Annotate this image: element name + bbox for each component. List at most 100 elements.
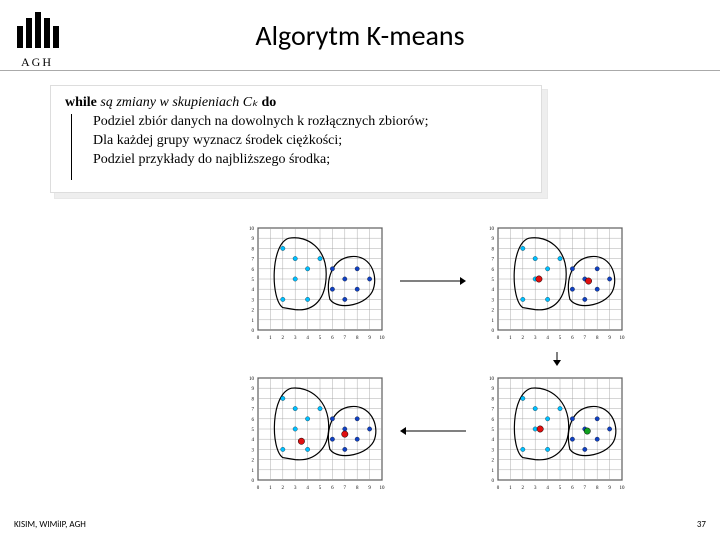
- svg-text:1: 1: [509, 336, 512, 341]
- svg-text:8: 8: [596, 336, 599, 341]
- svg-text:3: 3: [534, 336, 537, 341]
- svg-text:6: 6: [492, 268, 495, 273]
- svg-text:7: 7: [344, 336, 347, 341]
- svg-text:0: 0: [497, 486, 500, 491]
- svg-text:2: 2: [522, 486, 525, 491]
- svg-text:0: 0: [257, 336, 260, 341]
- svg-text:1: 1: [492, 319, 495, 324]
- svg-text:5: 5: [252, 428, 255, 433]
- svg-text:4: 4: [306, 486, 309, 491]
- svg-text:7: 7: [492, 408, 495, 413]
- svg-text:2: 2: [522, 336, 525, 341]
- algorithm-block: while są zmiany w skupieniach Cₖ do Podz…: [50, 85, 542, 193]
- svg-text:0: 0: [492, 479, 495, 484]
- svg-text:1: 1: [252, 319, 255, 324]
- arrow-b-to-c: [550, 350, 564, 368]
- svg-text:8: 8: [252, 397, 255, 402]
- svg-text:6: 6: [252, 268, 255, 273]
- svg-text:1: 1: [269, 486, 272, 491]
- svg-text:7: 7: [492, 258, 495, 263]
- svg-text:3: 3: [294, 336, 297, 341]
- page-number: 37: [697, 519, 706, 530]
- panel-b: 001122334455667788991010: [480, 224, 626, 344]
- svg-text:8: 8: [252, 247, 255, 252]
- svg-text:8: 8: [356, 336, 359, 341]
- svg-text:2: 2: [252, 309, 255, 314]
- svg-text:9: 9: [252, 237, 255, 242]
- svg-text:6: 6: [331, 486, 334, 491]
- svg-text:6: 6: [492, 418, 495, 423]
- svg-text:7: 7: [252, 258, 255, 263]
- svg-text:9: 9: [368, 486, 371, 491]
- svg-text:8: 8: [596, 486, 599, 491]
- svg-text:4: 4: [546, 486, 549, 491]
- title-divider: [0, 70, 720, 71]
- svg-text:5: 5: [252, 278, 255, 283]
- svg-text:10: 10: [489, 227, 495, 232]
- do-keyword: do: [262, 95, 277, 110]
- svg-text:0: 0: [257, 486, 260, 491]
- svg-text:4: 4: [252, 288, 255, 293]
- svg-text:2: 2: [492, 309, 495, 314]
- svg-text:1: 1: [252, 469, 255, 474]
- svg-text:5: 5: [559, 336, 562, 341]
- agh-logo-text: AGH: [12, 55, 62, 70]
- svg-text:10: 10: [380, 486, 386, 491]
- svg-text:5: 5: [492, 428, 495, 433]
- panel-c: 001122334455667788991010: [480, 374, 626, 494]
- svg-text:7: 7: [344, 486, 347, 491]
- arrow-c-to-d: [398, 424, 468, 438]
- svg-text:6: 6: [571, 336, 574, 341]
- svg-text:5: 5: [319, 336, 322, 341]
- svg-text:2: 2: [492, 459, 495, 464]
- svg-text:3: 3: [534, 486, 537, 491]
- svg-text:9: 9: [608, 486, 611, 491]
- svg-text:3: 3: [252, 448, 255, 453]
- svg-text:8: 8: [492, 247, 495, 252]
- algo-line-2: Dla każdej grupy wyznacz środek ciężkośc…: [93, 132, 527, 151]
- algo-line-1: Podziel zbiór danych na dowolnych k rozł…: [93, 113, 527, 132]
- svg-text:7: 7: [252, 408, 255, 413]
- svg-text:0: 0: [252, 479, 255, 484]
- svg-text:6: 6: [571, 486, 574, 491]
- svg-text:4: 4: [546, 336, 549, 341]
- svg-text:9: 9: [608, 336, 611, 341]
- svg-text:7: 7: [584, 336, 587, 341]
- panel-a: 00 1 1 2 2 3 3 4 4 5 5 6 6 7 7 8 8 9 9 10 10: [240, 224, 386, 344]
- kmeans-figure: 001122334455667788991010 001122334455667…: [0, 224, 720, 504]
- svg-text:0: 0: [497, 336, 500, 341]
- svg-text:4: 4: [492, 288, 495, 293]
- svg-text:0: 0: [252, 329, 255, 334]
- svg-text:9: 9: [252, 387, 255, 392]
- svg-text:10: 10: [380, 336, 386, 341]
- svg-text:3: 3: [492, 448, 495, 453]
- svg-text:3: 3: [252, 298, 255, 303]
- panel-d: 001122334455667788991010: [240, 374, 386, 494]
- svg-text:4: 4: [252, 438, 255, 443]
- svg-text:2: 2: [252, 459, 255, 464]
- svg-text:4: 4: [492, 438, 495, 443]
- svg-text:10: 10: [620, 336, 626, 341]
- while-keyword: while: [65, 95, 97, 110]
- algo-line-3: Podziel przykłady do najbliższego środka…: [93, 151, 527, 170]
- svg-text:8: 8: [492, 397, 495, 402]
- svg-text:6: 6: [331, 336, 334, 341]
- svg-text:9: 9: [492, 387, 495, 392]
- svg-text:9: 9: [368, 336, 371, 341]
- svg-text:9: 9: [492, 237, 495, 242]
- svg-text:1: 1: [492, 469, 495, 474]
- svg-text:1: 1: [509, 486, 512, 491]
- svg-text:2: 2: [282, 336, 285, 341]
- svg-text:10: 10: [249, 227, 255, 232]
- svg-text:1: 1: [269, 336, 272, 341]
- svg-text:4: 4: [306, 336, 309, 341]
- svg-text:10: 10: [249, 377, 255, 382]
- svg-text:8: 8: [356, 486, 359, 491]
- arrow-a-to-b: [398, 274, 468, 288]
- svg-text:3: 3: [294, 486, 297, 491]
- svg-text:5: 5: [492, 278, 495, 283]
- footer-affiliation: KISIM, WIMiIP, AGH: [14, 519, 86, 530]
- while-condition: są zmiany w skupieniach Cₖ: [100, 95, 258, 110]
- svg-text:10: 10: [489, 377, 495, 382]
- algorithm-vertical-rule: [71, 114, 72, 180]
